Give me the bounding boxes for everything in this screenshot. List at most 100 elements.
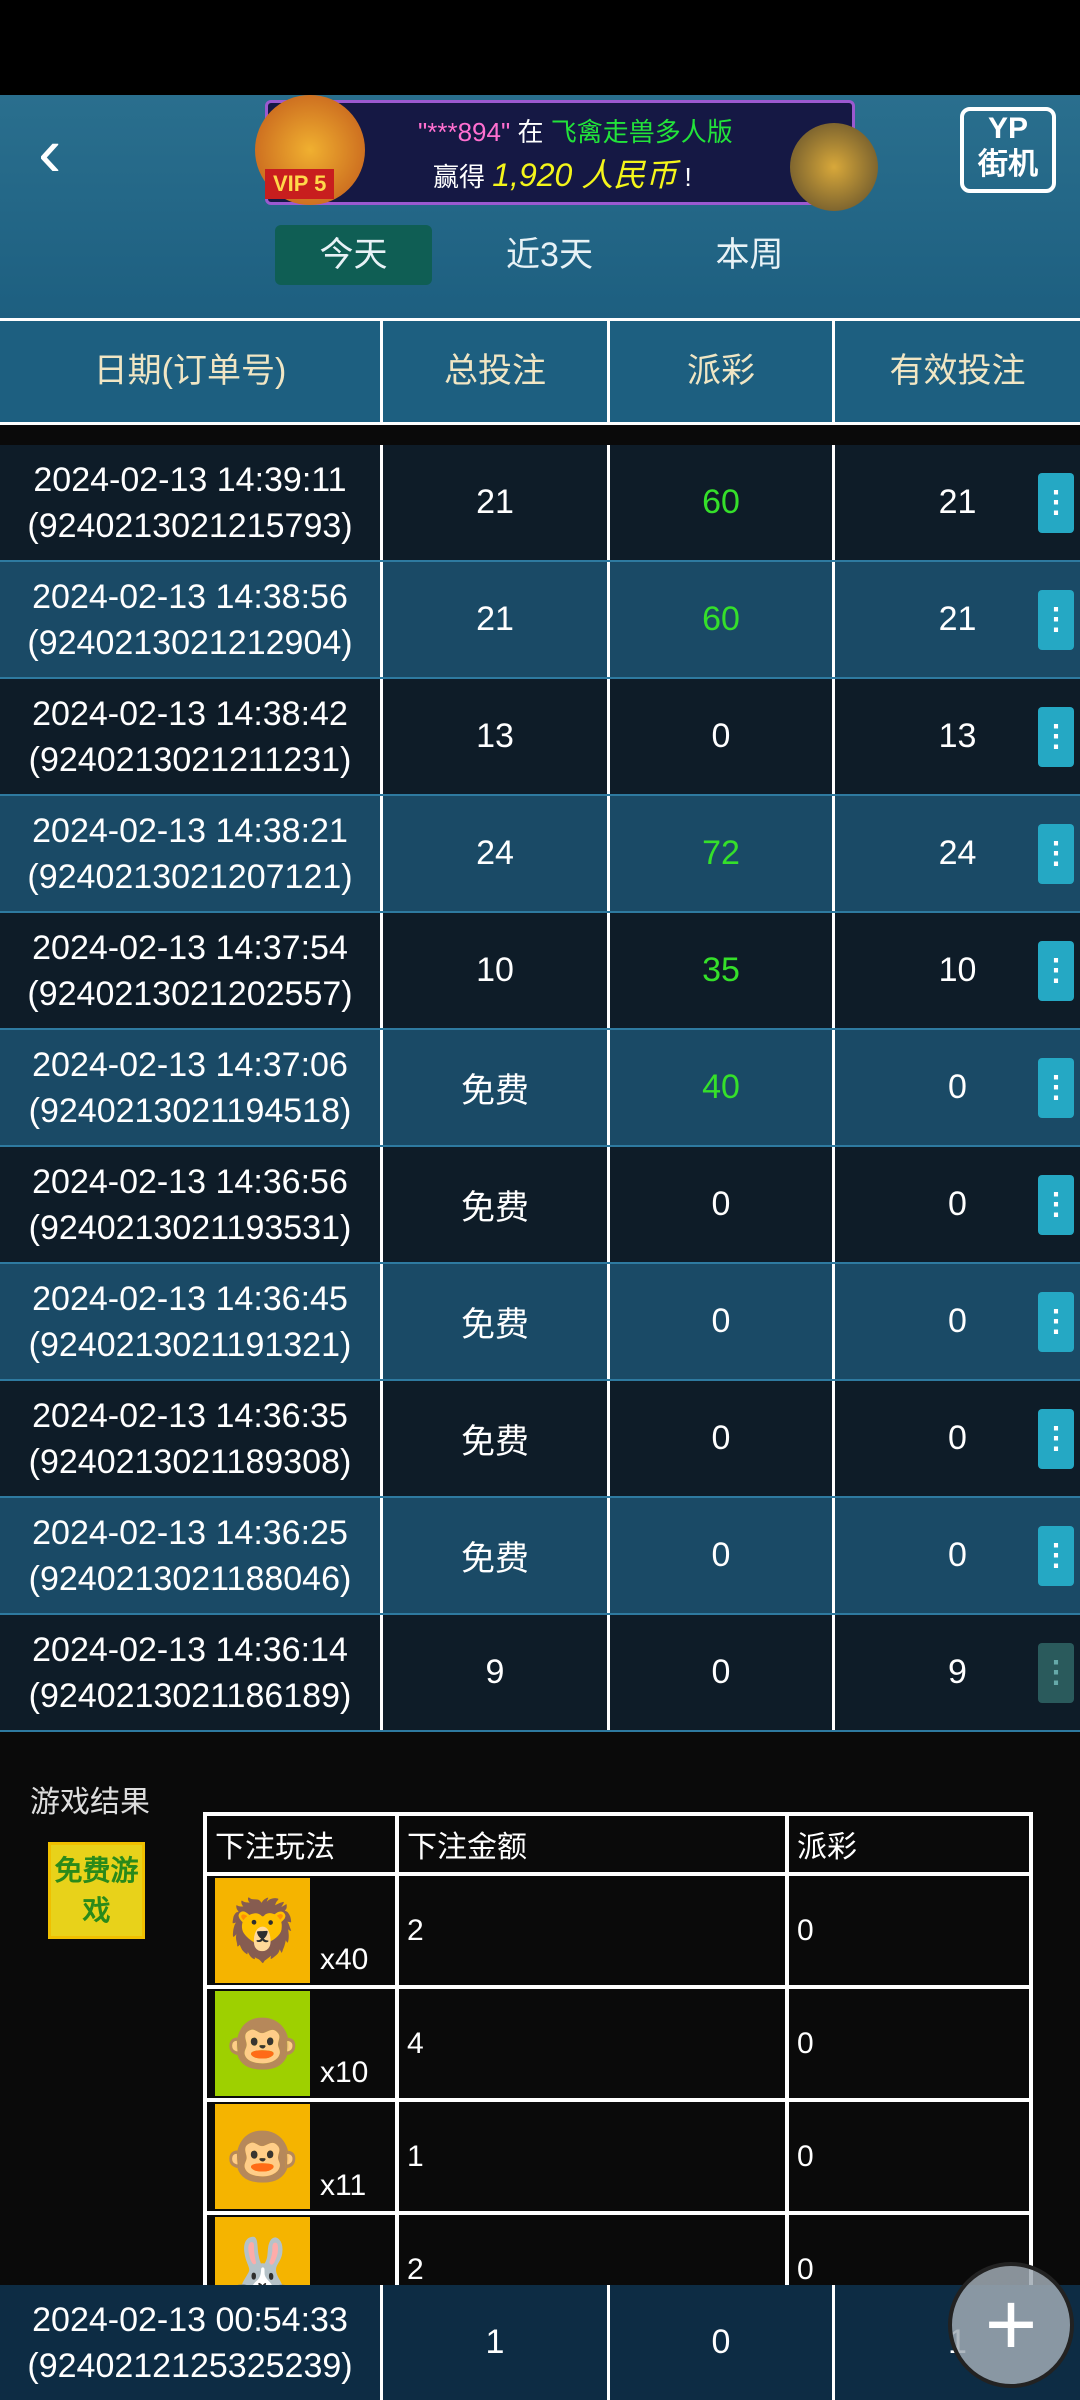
floating-plus-button[interactable]: + (948, 2262, 1074, 2388)
more-options-icon[interactable]: ⋮ (1038, 1409, 1074, 1469)
row-payout: 0 (610, 1147, 835, 1262)
vip-avatar-icon: VIP 5 (255, 95, 365, 205)
date-cell: 2024-02-13 14:37:54 (9240213021202557) (0, 913, 383, 1028)
date-cell: 2024-02-13 14:38:42 (9240213021211231) (0, 679, 383, 794)
banner-at: 在 (517, 117, 544, 147)
row-date: 2024-02-13 14:36:35 (32, 1396, 348, 1435)
row-order: (9240213021212904) (27, 623, 353, 662)
more-options-icon[interactable]: ⋮ (1038, 590, 1074, 650)
date-cell: 2024-02-13 14:36:35 (9240213021189308) (0, 1381, 383, 1496)
date-cell: 2024-02-13 14:38:21 (9240213021207121) (0, 796, 383, 911)
row-payout: 40 (610, 1030, 835, 1145)
yp-logo[interactable]: YP 街机 (960, 107, 1056, 193)
table-row[interactable]: 2024-02-13 14:36:35 (9240213021189308) 免费… (0, 1381, 1080, 1498)
date-cell: 2024-02-13 14:39:11 (9240213021215793) (0, 445, 383, 560)
bet-type-cell: 🦁 x40 (203, 1872, 399, 1989)
result-payout: 0 (785, 1985, 1033, 2102)
row-total: 免费 (383, 1498, 610, 1613)
result-row: 🐵 x10 4 0 (203, 1985, 1033, 2102)
table-row[interactable]: 2024-02-13 14:38:56 (9240213021212904) 21… (0, 562, 1080, 679)
table-row[interactable]: 2024-02-13 14:36:45 (9240213021191321) 免费… (0, 1264, 1080, 1381)
row-valid: 9 (948, 1653, 967, 1691)
row-date: 2024-02-13 14:36:45 (32, 1279, 348, 1318)
more-options-icon[interactable]: ⋮ (1038, 473, 1074, 533)
more-options-icon[interactable]: ⋮ (1038, 1526, 1074, 1586)
row-valid: 0 (948, 1302, 967, 1340)
row-total: 免费 (383, 1030, 610, 1145)
row-total: 1 (383, 2285, 610, 2400)
table-row[interactable]: 2024-02-13 14:38:42 (9240213021211231) 13… (0, 679, 1080, 796)
table-row[interactable]: 2024-02-13 00:54:33 (9240212125325239) 1 … (0, 2285, 1080, 2400)
table-row[interactable]: 2024-02-13 14:37:06 (9240213021194518) 免费… (0, 1030, 1080, 1147)
multiplier: x11 (320, 2169, 367, 2202)
table-row[interactable]: 2024-02-13 14:36:25 (9240213021188046) 免费… (0, 1498, 1080, 1615)
col-bet-type: 下注玩法 (203, 1812, 399, 1876)
row-date: 2024-02-13 14:38:42 (32, 694, 348, 733)
table-header: 日期(订单号) 总投注 派彩 有效投注 (0, 318, 1080, 425)
more-options-icon[interactable]: ⋮ (1038, 1058, 1074, 1118)
multiplier: x40 (320, 1943, 369, 1976)
table-row[interactable]: 2024-02-13 14:36:14 (9240213021186189) 9 … (0, 1615, 1080, 1732)
more-options-icon[interactable]: ⋮ (1038, 824, 1074, 884)
period-tabs: 今天 近3天 本周 (275, 225, 872, 285)
row-order: (9240212125325239) (27, 2346, 353, 2385)
back-button[interactable]: ‹ (38, 113, 62, 191)
row-date: 2024-02-13 14:39:11 (33, 460, 347, 499)
status-bar (0, 0, 1080, 95)
vip-label: VIP 5 (265, 169, 335, 199)
row-valid: 21 (938, 483, 977, 521)
more-options-icon[interactable]: ⋮ (1038, 707, 1074, 767)
row-order: (9240213021188046) (28, 1559, 352, 1598)
more-options-icon[interactable]: ⋮ (1038, 1292, 1074, 1352)
row-order: (9240213021207121) (27, 857, 353, 896)
result-row: 🦁 x40 2 0 (203, 1872, 1033, 1989)
row-valid: 0 (948, 1185, 967, 1223)
logo-line2: 街机 (978, 148, 1038, 181)
tab-last-3-days[interactable]: 近3天 (506, 236, 593, 274)
treasure-chest-icon (790, 123, 878, 211)
date-cell: 2024-02-13 14:38:56 (9240213021212904) (0, 562, 383, 677)
logo-line1: YP (987, 112, 1029, 145)
row-order: (9240213021211231) (28, 740, 352, 779)
row-valid: 0 (948, 1068, 967, 1106)
row-payout: 0 (610, 1498, 835, 1613)
table-row[interactable]: 2024-02-13 14:37:54 (9240213021202557) 10… (0, 913, 1080, 1030)
row-order: (9240213021186189) (28, 1676, 352, 1715)
date-cell: 2024-02-13 00:54:33 (9240212125325239) (0, 2285, 383, 2400)
row-payout: 0 (610, 1615, 835, 1730)
banner-amount: 1,920 人民币 (492, 157, 678, 193)
date-cell: 2024-02-13 14:36:45 (9240213021191321) (0, 1264, 383, 1379)
row-order: (9240213021202557) (27, 974, 353, 1013)
table-row[interactable]: 2024-02-13 14:38:21 (9240213021207121) 24… (0, 796, 1080, 913)
banner-suffix: ! (684, 162, 692, 192)
row-date: 2024-02-13 14:38:21 (32, 811, 348, 850)
bet-amount: 2 (395, 1872, 789, 1989)
row-valid: 24 (938, 834, 977, 872)
col-date: 日期(订单号) (0, 321, 383, 422)
row-date: 2024-02-13 14:37:54 (32, 928, 348, 967)
more-options-icon[interactable]: ⋮ (1038, 1643, 1074, 1703)
row-order: (9240213021215793) (27, 506, 353, 545)
header: ‹ "***894" 在 飞禽走兽多人版 赢得 1,920 人民币 ! VIP … (0, 95, 1080, 318)
result-payout: 0 (785, 2098, 1033, 2215)
row-date: 2024-02-13 14:38:56 (32, 577, 348, 616)
table-row[interactable]: 2024-02-13 14:39:11 (9240213021215793) 21… (0, 445, 1080, 562)
more-options-icon[interactable]: ⋮ (1038, 1175, 1074, 1235)
row-valid: 21 (938, 600, 977, 638)
tab-this-week[interactable]: 本周 (715, 236, 784, 274)
table-row[interactable]: 2024-02-13 14:36:56 (9240213021193531) 免费… (0, 1147, 1080, 1264)
result-payout: 0 (785, 1872, 1033, 1989)
monkey-icon: 🐵 (215, 1991, 310, 2096)
row-total: 21 (383, 562, 610, 677)
game-result-panel: 游戏结果 免费游戏 下注玩法 下注金额 派彩 🦁 x40 2 0 🐵 x10 4 0 🐵… (0, 1732, 1080, 2328)
row-payout: 0 (610, 1264, 835, 1379)
row-payout: 0 (610, 1381, 835, 1496)
free-game-badge: 免费游戏 (48, 1842, 145, 1939)
more-options-icon[interactable]: ⋮ (1038, 941, 1074, 1001)
row-date: 2024-02-13 00:54:33 (32, 2300, 348, 2339)
row-order: (9240213021189308) (28, 1442, 352, 1481)
date-cell: 2024-02-13 14:37:06 (9240213021194518) (0, 1030, 383, 1145)
tab-today[interactable]: 今天 (275, 225, 432, 285)
row-date: 2024-02-13 14:37:06 (32, 1045, 348, 1084)
row-total: 21 (383, 445, 610, 560)
